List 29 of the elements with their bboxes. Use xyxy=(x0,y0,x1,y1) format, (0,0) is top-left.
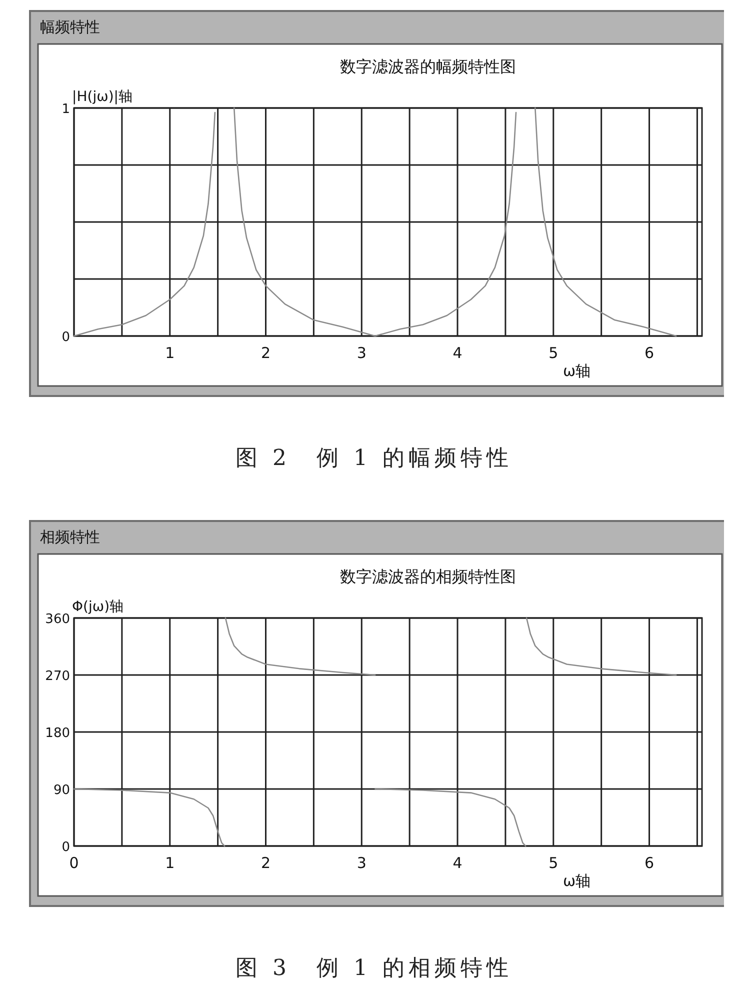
y-tick-label: 360 xyxy=(45,612,70,627)
x-axis-title: ω轴 xyxy=(562,872,591,890)
y-tick-label: 180 xyxy=(45,726,70,741)
text: 幅频特性 xyxy=(40,18,100,36)
text: 相频特性 xyxy=(40,528,100,546)
x-axis-title: ω轴 xyxy=(562,362,591,380)
chart-title: 数字滤波器的幅频特性图 xyxy=(340,57,516,76)
x-tick-label: 6 xyxy=(644,854,654,872)
y-tick-label: 0 xyxy=(62,330,70,345)
caption: 图 3 例 1 的相频特性 xyxy=(236,956,512,981)
x-tick-label: 3 xyxy=(356,854,366,872)
x-tick-label: 3 xyxy=(356,344,366,362)
x-tick-label: 5 xyxy=(548,854,558,872)
x-tick-label: 5 xyxy=(548,344,558,362)
x-tick-label: 6 xyxy=(644,344,654,362)
y-tick-label: 90 xyxy=(53,783,70,798)
y-tick-label: 1 xyxy=(62,102,70,117)
y-axis-title: |H(jω)|轴 xyxy=(72,89,132,105)
y-tick-label: 270 xyxy=(45,669,70,684)
x-tick-label: 2 xyxy=(260,344,271,362)
x-tick-label: 1 xyxy=(165,854,175,872)
x-tick-label: 1 xyxy=(165,344,175,362)
x-tick-label: 4 xyxy=(452,344,462,362)
caption: 图 2 例 1 的幅频特性 xyxy=(236,446,512,471)
y-tick-label: 0 xyxy=(62,840,70,855)
chart-title: 数字滤波器的相频特性图 xyxy=(340,567,516,586)
y-axis-title: Φ(jω)轴 xyxy=(72,599,124,615)
x-tick-label: 4 xyxy=(452,854,462,872)
x-tick-label: 2 xyxy=(260,854,271,872)
